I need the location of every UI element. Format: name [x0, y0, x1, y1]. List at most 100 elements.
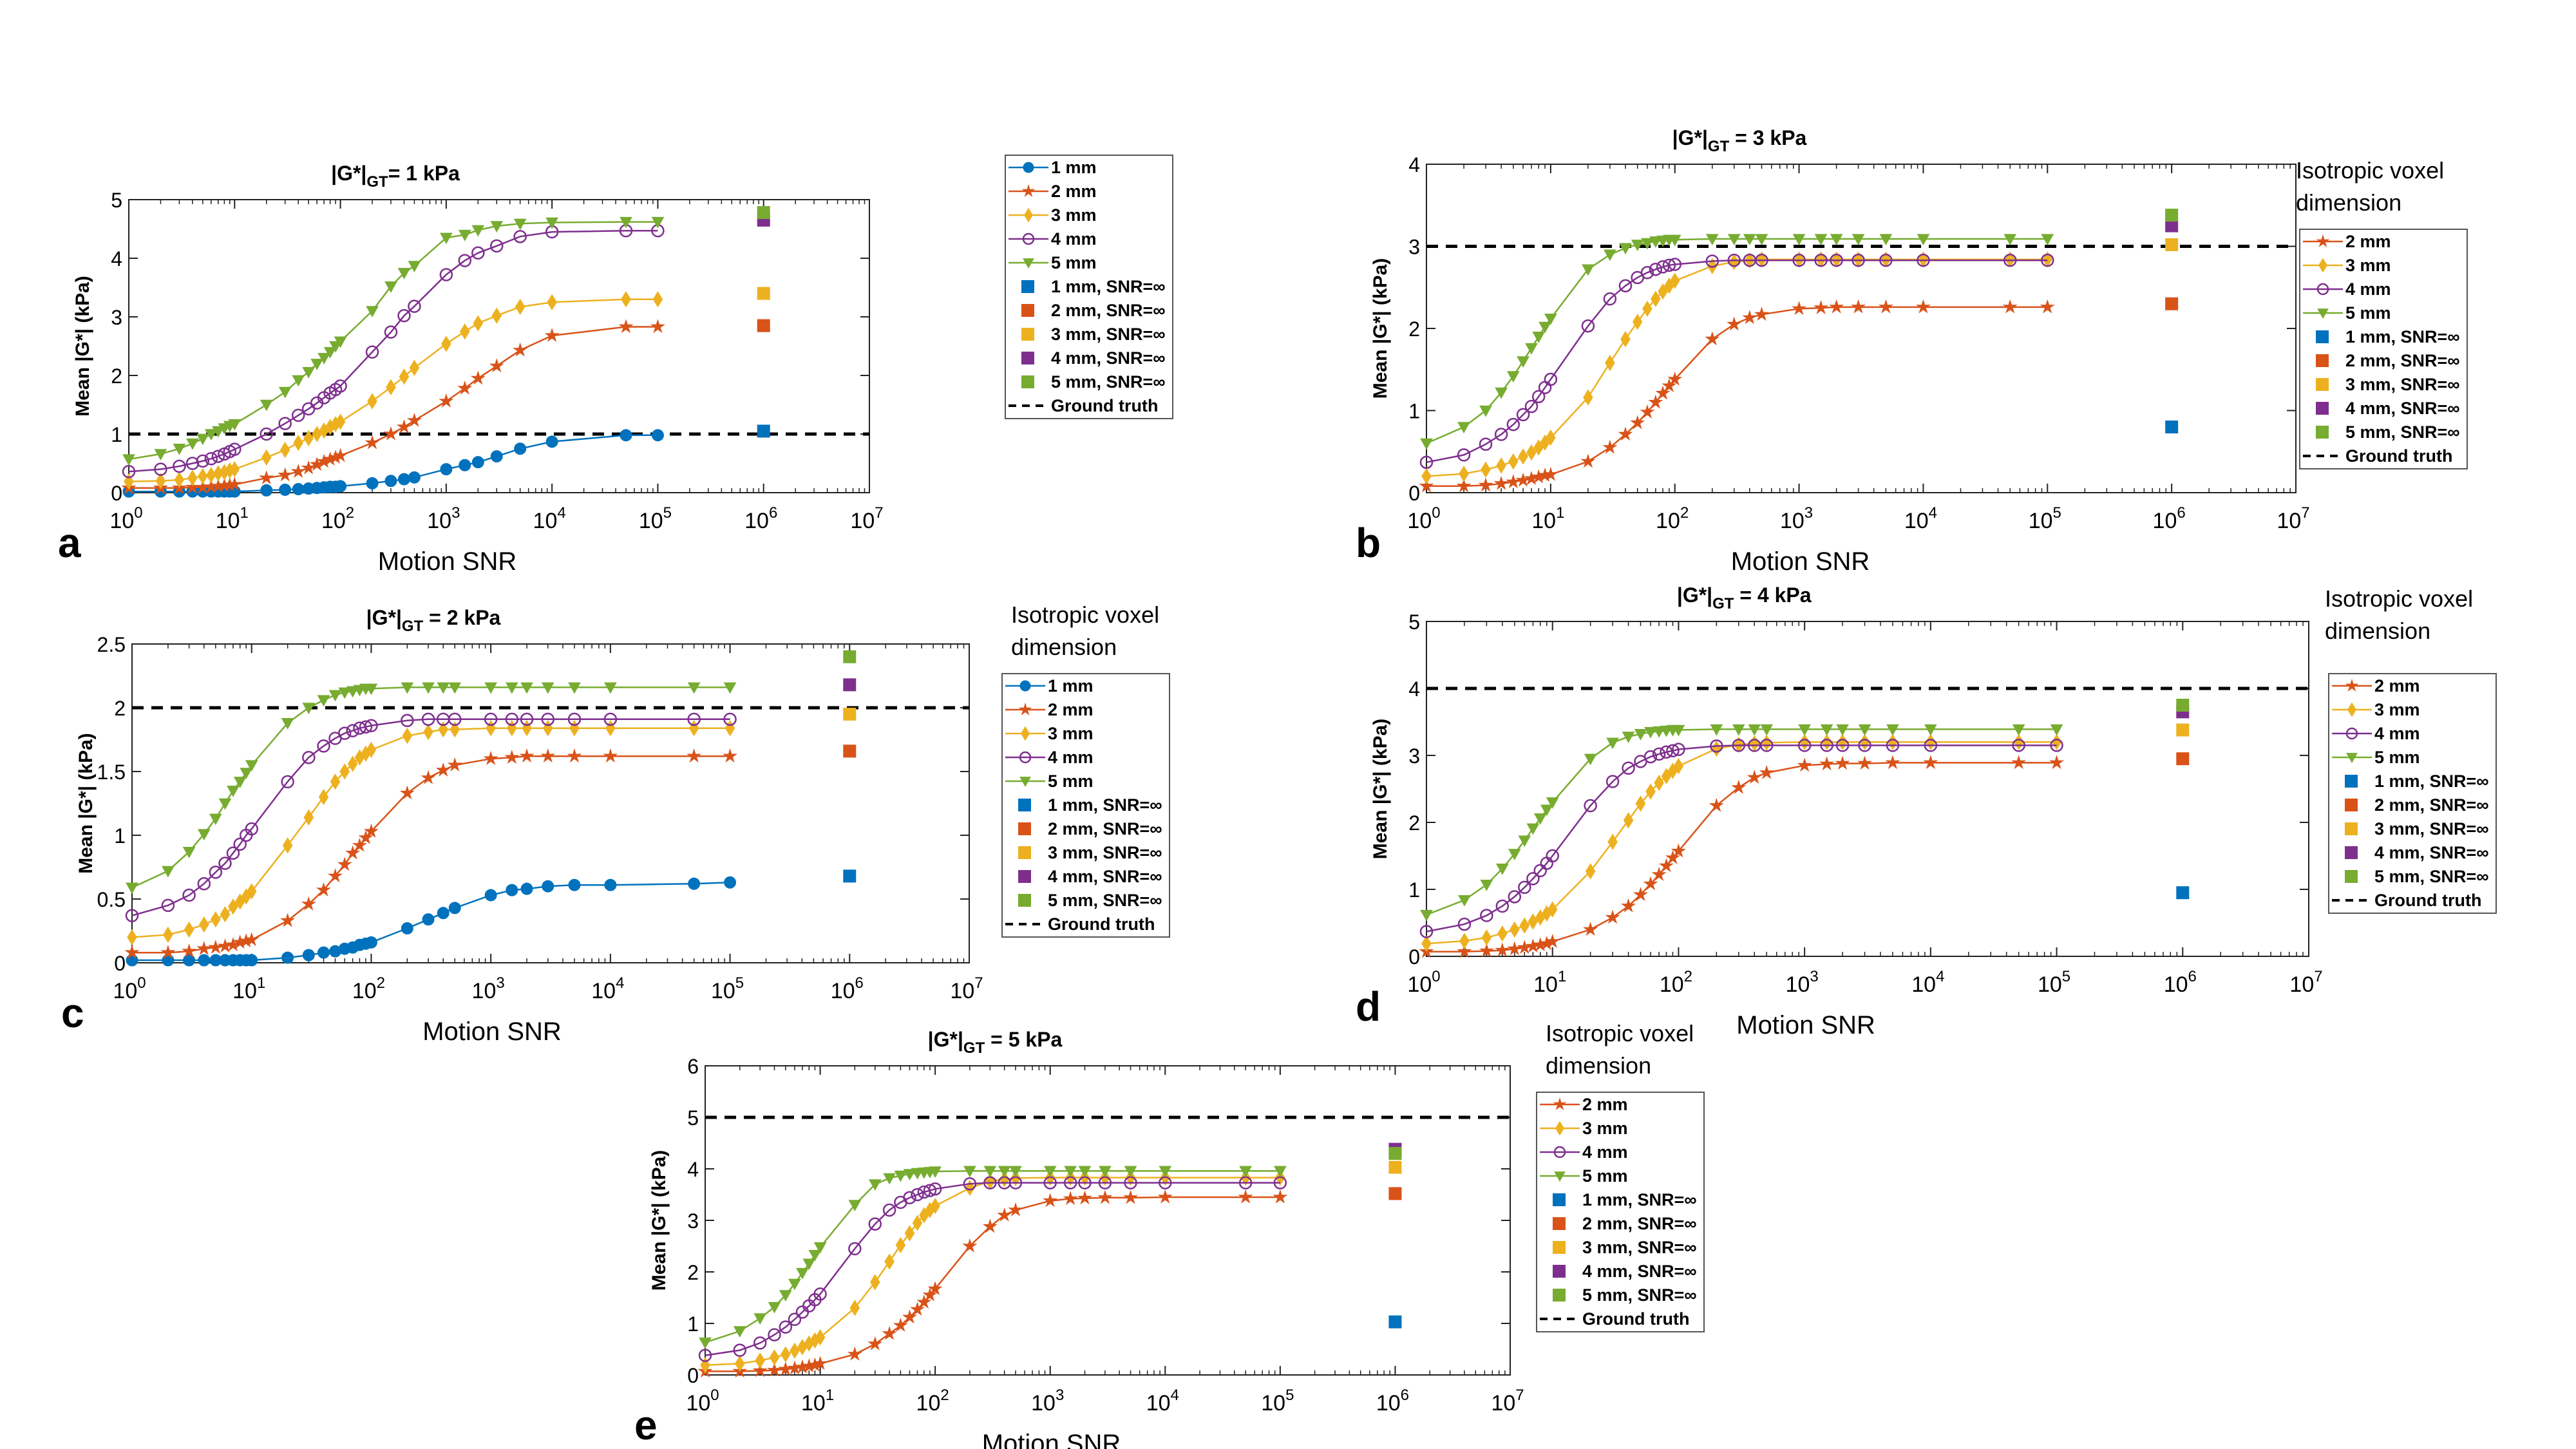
data-point [1651, 290, 1661, 307]
legend-entry: 3 mm [1003, 722, 1169, 746]
data-point [1852, 234, 1865, 246]
data-point [2040, 299, 2055, 314]
legend-square [1018, 799, 1031, 811]
data-point [279, 483, 292, 496]
legend-symbol [2300, 349, 2345, 373]
data-point [1124, 1166, 1137, 1178]
legend-entry: 1 mm, SNR=∞ [2300, 325, 2467, 349]
legend-symbol [1003, 841, 1048, 865]
data-point [366, 477, 379, 489]
x-tick-label: 102 [1656, 504, 1689, 533]
data-point [893, 1318, 908, 1332]
data-point [519, 748, 535, 763]
snr-inf-point-1-mm [2165, 421, 2179, 433]
data-point [358, 829, 374, 844]
data-point [1517, 356, 1530, 368]
data-point [813, 1356, 828, 1370]
data-point [486, 720, 496, 737]
series-line [705, 1182, 1280, 1356]
data-point [902, 1309, 918, 1324]
snr-inf-point-2-mm [2165, 297, 2179, 310]
data-point [1526, 444, 1537, 461]
x-tick-label: 101 [216, 504, 249, 533]
data-point [808, 1249, 822, 1262]
legend-symbol [1006, 323, 1051, 346]
data-point [471, 456, 484, 469]
data-point [1099, 1166, 1112, 1178]
legend-symbol [1003, 770, 1048, 793]
data-point [1605, 354, 1615, 372]
data-point [1008, 1202, 1023, 1217]
data-point [514, 442, 527, 455]
data-point [621, 291, 631, 308]
data-point [280, 913, 296, 927]
x-tick-label: 103 [1786, 968, 1819, 997]
legend-square [1018, 870, 1031, 883]
data-point [1643, 876, 1658, 891]
legend-square [1018, 846, 1031, 859]
data-point [421, 770, 436, 784]
data-point [723, 712, 737, 726]
legend-symbol [1006, 275, 1051, 299]
data-point [1671, 843, 1686, 858]
data-point [1643, 750, 1658, 764]
snr-inf-point-1-mm [757, 424, 770, 438]
data-point [227, 477, 242, 491]
data-point [1508, 890, 1522, 904]
data-point [1533, 813, 1547, 825]
legend-marker [2318, 258, 2327, 273]
data-point [1606, 737, 1619, 750]
y-tick-label: 0 [1408, 945, 1420, 969]
data-point [1879, 234, 1893, 246]
legend-entry: 4 mm [1537, 1141, 1703, 1164]
legend-symbol [1537, 1093, 1582, 1117]
data-point [448, 682, 462, 694]
data-point [769, 1349, 780, 1366]
data-point [513, 218, 527, 231]
data-point [1481, 461, 1491, 478]
legend-symbol [1537, 1283, 1582, 1307]
legend-label: 3 mm [2374, 700, 2420, 719]
data-point [847, 1346, 862, 1361]
data-point [1622, 761, 1635, 775]
legend-entry: 2 mm, SNR=∞ [2300, 349, 2467, 373]
series-line [1426, 744, 2057, 933]
series-5-mm [1420, 724, 2063, 922]
data-point [1459, 466, 1469, 482]
data-point [1544, 372, 1558, 386]
data-point [544, 327, 560, 342]
data-point [1652, 747, 1666, 761]
data-point [2051, 734, 2062, 750]
data-point [301, 460, 316, 475]
data-point [1622, 732, 1635, 743]
data-point [982, 1218, 998, 1233]
data-point [173, 459, 186, 473]
data-point [912, 1215, 923, 1231]
legend-square [1553, 1265, 1566, 1278]
chart-title: |G*|GT = 4 kPa [1677, 583, 1812, 612]
data-point [401, 922, 413, 935]
data-point [484, 712, 498, 726]
data-point [2050, 739, 2063, 752]
data-point [909, 1302, 925, 1316]
legend-symbol [1003, 674, 1048, 698]
data-point [1632, 314, 1643, 330]
data-point [204, 451, 218, 466]
legend-symbol [1003, 817, 1048, 841]
data-point [605, 720, 616, 737]
data-point [1497, 925, 1508, 942]
legend-entry: 2 mm [1537, 1093, 1703, 1117]
data-point [1754, 307, 1770, 321]
legend-title-line1: Isotropic voxel [1011, 601, 1160, 628]
data-point [1852, 253, 1865, 267]
legend-symbol [1003, 913, 1048, 936]
data-point [1546, 797, 1559, 809]
legend-entry: 5 mm, SNR=∞ [2300, 421, 2467, 444]
legend-label: 3 mm [1048, 724, 1094, 743]
data-point [815, 1329, 826, 1346]
series-line [1426, 259, 2048, 464]
x-tick-label: 101 [1533, 968, 1566, 997]
data-point [1495, 387, 1508, 399]
data-point [927, 1281, 943, 1296]
